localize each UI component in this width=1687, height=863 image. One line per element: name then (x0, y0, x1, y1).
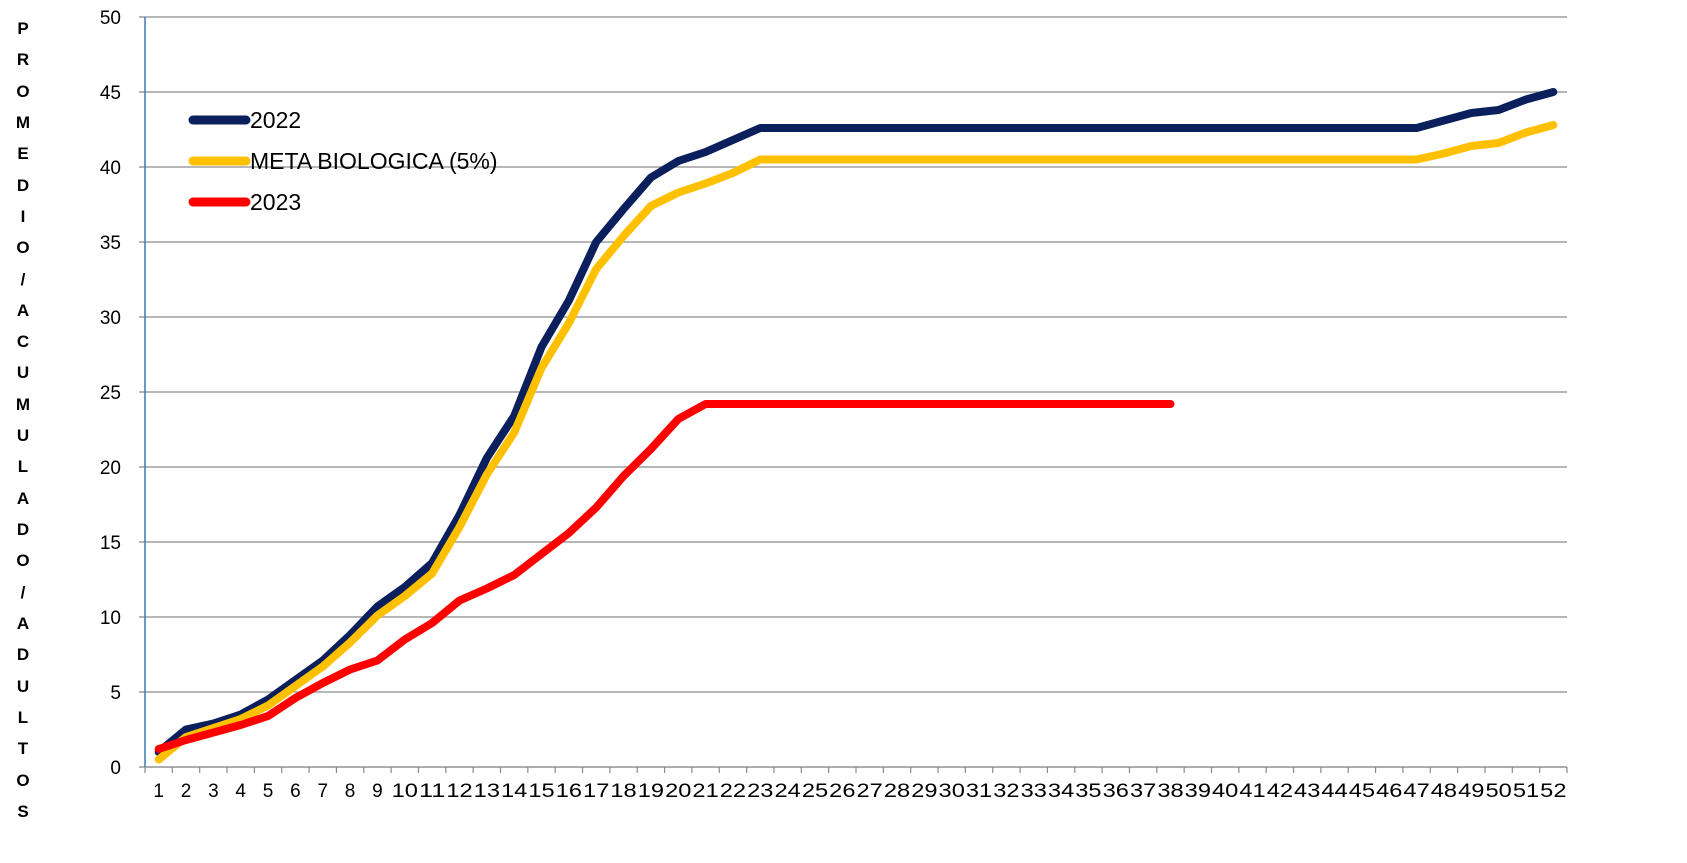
y-axis-label-letter: M (15, 394, 31, 414)
series-line-1 (154, 121, 1558, 764)
x-tick-label: 44 (1321, 781, 1348, 802)
y-axis-label-letter: L (17, 457, 29, 477)
x-tick-label: 52 (1540, 781, 1566, 802)
y-axis-label-letter: M (15, 112, 31, 132)
y-axis-label-letter: I (20, 206, 26, 226)
x-tick-label: 10 (392, 781, 418, 802)
x-tick-label: 40 (1212, 781, 1238, 802)
x-tick-label: 37 (1130, 781, 1156, 802)
x-tick-label: 28 (884, 781, 910, 802)
x-tick-label: 8 (345, 781, 356, 802)
x-tick-label: 19 (638, 781, 664, 802)
x-tick-label: 42 (1267, 781, 1293, 802)
x-tick-label: 47 (1403, 781, 1429, 802)
series-line-0 (154, 88, 1558, 756)
y-axis-label-letter: U (16, 363, 30, 383)
y-tick-label: 10 (100, 608, 121, 629)
x-tick-label: 4 (235, 781, 246, 802)
x-tick-label: 21 (692, 781, 718, 802)
legend-label-1: META BIOLOGICA (5%) (250, 148, 498, 174)
x-tick-label: 41 (1239, 781, 1265, 802)
y-axis-label-letter: S (17, 801, 29, 821)
x-tick-label: 27 (857, 781, 883, 802)
x-tick-label: 26 (829, 781, 855, 802)
x-tick-label: 48 (1431, 781, 1457, 802)
x-tick-label: 29 (911, 781, 937, 802)
y-tick-label: 5 (110, 683, 121, 704)
x-tick-label: 1 (153, 781, 164, 802)
x-tick-label: 3 (208, 781, 219, 802)
x-tick-label: 17 (583, 781, 609, 802)
y-axis-label-letter: O (16, 770, 30, 790)
x-tick-label: 46 (1376, 781, 1402, 802)
x-tick-label: 49 (1458, 781, 1484, 802)
x-tick-label: 39 (1185, 781, 1211, 802)
y-axis-label-letter: T (17, 739, 29, 759)
x-tick-label: 16 (556, 781, 582, 802)
y-tick-label: 30 (100, 308, 121, 329)
y-axis-label-letter: L (17, 707, 29, 727)
x-tick-label: 32 (993, 781, 1019, 802)
y-axis-label-letter: A (16, 613, 30, 633)
x-tick-label: 33 (1021, 781, 1047, 802)
x-tick-label: 22 (720, 781, 746, 802)
y-axis-label-letter: D (16, 175, 30, 195)
y-axis-label-letter: A (16, 488, 30, 508)
x-tick-label: 23 (747, 781, 773, 802)
y-tick-label: 0 (110, 758, 121, 779)
x-tick-label: 9 (372, 781, 383, 802)
x-tick-label: 50 (1485, 781, 1511, 802)
y-tick-label: 25 (100, 383, 121, 404)
y-axis-label-letter: C (16, 332, 30, 352)
y-axis-label-letter: / (20, 582, 26, 602)
x-tick-label: 25 (802, 781, 828, 802)
y-tick-label: 45 (100, 83, 121, 104)
x-tick-label: 15 (528, 781, 554, 802)
y-axis-label-letter: / (20, 269, 26, 289)
y-axis-label-letter: A (16, 300, 30, 320)
y-axis-label-letter: E (17, 144, 29, 164)
x-tick-label: 43 (1294, 781, 1320, 802)
y-tick-label: 20 (100, 458, 121, 479)
y-axis-label-letter: P (17, 19, 29, 38)
x-tick-label: 38 (1157, 781, 1183, 802)
y-axis-label-letter: D (16, 645, 30, 665)
legend-label-2: 2023 (250, 189, 301, 215)
x-tick-label: 12 (446, 781, 472, 802)
x-tick-label: 45 (1349, 781, 1375, 802)
x-tick-label: 13 (474, 781, 500, 802)
x-tick-label: 2 (181, 781, 192, 802)
y-axis-label-letter: D (16, 520, 30, 539)
x-tick-label: 30 (939, 781, 965, 802)
x-tick-label: 31 (966, 781, 992, 802)
x-tick-label: 5 (263, 781, 274, 802)
y-tick-label: 15 (100, 533, 121, 554)
y-axis-label: P R O M E D I O / A C U M U L A D O / A D U L T O S (8, 20, 38, 820)
x-tick-label: 36 (1103, 781, 1129, 802)
y-axis-label-letter: O (16, 238, 30, 258)
y-axis-label-letter: U (16, 676, 30, 696)
x-tick-label: 35 (1075, 781, 1101, 802)
x-tick-label: 7 (317, 781, 328, 802)
x-tick-label: 14 (501, 781, 528, 802)
y-axis-label-letter: U (16, 426, 30, 446)
legend-label-0: 2022 (250, 107, 301, 133)
y-axis-label-letter: O (16, 551, 30, 571)
x-tick-label: 11 (419, 781, 445, 802)
y-axis-label-letter: O (16, 81, 30, 101)
x-tick-label: 51 (1513, 781, 1539, 802)
y-axis-label-letter: R (16, 50, 30, 70)
x-tick-label: 34 (1048, 781, 1075, 802)
x-tick-label: 20 (665, 781, 691, 802)
y-tick-label: 40 (100, 158, 121, 179)
x-tick-label: 24 (774, 781, 801, 802)
y-tick-label: 35 (100, 233, 121, 254)
x-tick-label: 18 (610, 781, 636, 802)
y-tick-label: 50 (100, 8, 121, 29)
x-tick-label: 6 (290, 781, 301, 802)
series-line-2 (154, 400, 1175, 753)
